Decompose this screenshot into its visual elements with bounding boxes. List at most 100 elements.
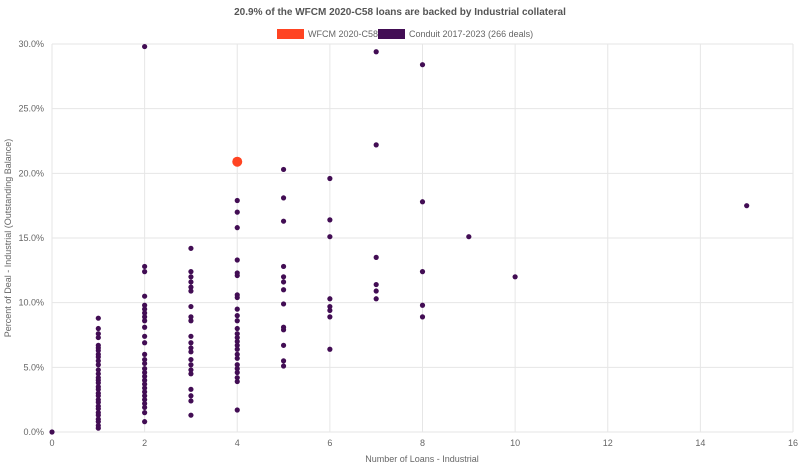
conduit-data-point[interactable] (466, 234, 472, 240)
conduit-data-point[interactable] (142, 43, 148, 50)
conduit-data-point[interactable] (234, 355, 240, 361)
conduit-data-point[interactable] (234, 407, 240, 413)
conduit-data-point[interactable] (234, 334, 240, 341)
conduit-data-point[interactable] (188, 393, 194, 399)
conduit-data-point[interactable] (142, 340, 148, 346)
conduit-data-point[interactable] (234, 338, 240, 345)
conduit-data-point[interactable] (95, 347, 101, 354)
conduit-data-point[interactable] (373, 288, 379, 294)
conduit-data-point[interactable] (188, 269, 194, 275)
conduit-data-point[interactable] (95, 325, 101, 332)
conduit-data-point[interactable] (234, 375, 240, 381)
conduit-data-point[interactable] (327, 296, 333, 302)
conduit-data-point[interactable] (188, 284, 194, 290)
conduit-data-point[interactable] (188, 349, 194, 355)
conduit-data-point[interactable] (373, 142, 379, 148)
conduit-data-point[interactable] (95, 315, 101, 321)
conduit-data-point[interactable] (188, 362, 194, 368)
conduit-data-point[interactable] (280, 274, 287, 280)
conduit-data-point[interactable] (280, 166, 287, 173)
conduit-data-point[interactable] (142, 369, 148, 376)
conduit-data-point[interactable] (234, 325, 240, 332)
conduit-data-point[interactable] (142, 318, 148, 324)
conduit-data-point[interactable] (234, 362, 240, 368)
conduit-data-point[interactable] (234, 366, 240, 372)
conduit-data-point[interactable] (280, 342, 287, 348)
conduit-data-point[interactable] (142, 389, 148, 395)
conduit-data-point[interactable] (234, 369, 240, 376)
wfcm-data-point[interactable] (232, 156, 243, 167)
conduit-data-point[interactable] (142, 302, 148, 308)
conduit-data-point[interactable] (419, 314, 426, 320)
conduit-data-point[interactable] (142, 419, 148, 425)
conduit-data-point[interactable] (419, 269, 426, 275)
conduit-data-point[interactable] (95, 380, 101, 386)
conduit-data-point[interactable] (95, 362, 101, 368)
conduit-data-point[interactable] (142, 351, 148, 357)
conduit-data-point[interactable] (142, 397, 148, 403)
conduit-data-point[interactable] (188, 303, 194, 310)
conduit-data-point[interactable] (95, 386, 101, 392)
conduit-data-point[interactable] (373, 296, 379, 302)
conduit-data-point[interactable] (234, 197, 240, 204)
conduit-data-point[interactable] (234, 342, 240, 348)
conduit-data-point[interactable] (95, 412, 101, 418)
conduit-data-point[interactable] (142, 306, 148, 312)
conduit-data-point[interactable] (142, 373, 148, 379)
conduit-data-point[interactable] (188, 279, 194, 285)
conduit-data-point[interactable] (188, 288, 194, 294)
legend-label-conduit[interactable]: Conduit 2017-2023 (266 deals) (409, 29, 533, 39)
conduit-data-point[interactable] (142, 314, 148, 320)
conduit-data-point[interactable] (327, 307, 333, 314)
conduit-data-point[interactable] (373, 254, 379, 260)
conduit-data-point[interactable] (142, 410, 148, 416)
conduit-data-point[interactable] (234, 318, 240, 324)
conduit-data-point[interactable] (142, 310, 148, 316)
conduit-data-point[interactable] (327, 314, 333, 320)
conduit-data-point[interactable] (234, 351, 240, 357)
conduit-data-point[interactable] (95, 399, 101, 405)
conduit-data-point[interactable] (188, 367, 194, 373)
conduit-data-point[interactable] (234, 257, 240, 263)
conduit-data-point[interactable] (327, 234, 333, 240)
conduit-data-point[interactable] (95, 393, 101, 399)
conduit-data-point[interactable] (512, 274, 518, 280)
conduit-data-point[interactable] (327, 346, 333, 352)
conduit-data-point[interactable] (142, 385, 148, 391)
conduit-data-point[interactable] (188, 318, 194, 324)
conduit-data-point[interactable] (142, 360, 148, 367)
conduit-data-point[interactable] (234, 378, 240, 385)
conduit-data-point[interactable] (188, 412, 194, 418)
conduit-data-point[interactable] (280, 327, 287, 333)
conduit-data-point[interactable] (280, 301, 287, 307)
conduit-data-point[interactable] (142, 377, 148, 383)
conduit-data-point[interactable] (188, 274, 194, 280)
conduit-data-point[interactable] (142, 293, 148, 299)
conduit-data-point[interactable] (419, 199, 426, 205)
conduit-data-point[interactable] (234, 306, 240, 312)
conduit-data-point[interactable] (234, 331, 240, 337)
conduit-data-point[interactable] (142, 324, 148, 330)
conduit-data-point[interactable] (95, 406, 101, 412)
conduit-data-point[interactable] (188, 333, 194, 339)
conduit-data-point[interactable] (142, 366, 148, 372)
conduit-data-point[interactable] (234, 209, 240, 215)
conduit-data-point[interactable] (327, 303, 333, 310)
conduit-data-point[interactable] (188, 371, 194, 377)
conduit-data-point[interactable] (373, 281, 379, 288)
conduit-data-point[interactable] (188, 345, 194, 351)
conduit-data-point[interactable] (142, 333, 148, 339)
conduit-data-point[interactable] (142, 269, 148, 275)
conduit-data-point[interactable] (95, 425, 101, 431)
conduit-data-point[interactable] (142, 404, 148, 411)
conduit-data-point[interactable] (188, 245, 194, 251)
conduit-data-point[interactable] (95, 331, 101, 337)
conduit-data-point[interactable] (95, 371, 101, 377)
conduit-data-point[interactable] (188, 398, 194, 404)
conduit-data-point[interactable] (280, 363, 287, 369)
conduit-data-point[interactable] (280, 287, 287, 293)
conduit-data-point[interactable] (280, 263, 287, 270)
conduit-data-point[interactable] (142, 356, 148, 363)
conduit-data-point[interactable] (327, 217, 333, 223)
conduit-data-point[interactable] (95, 334, 101, 341)
